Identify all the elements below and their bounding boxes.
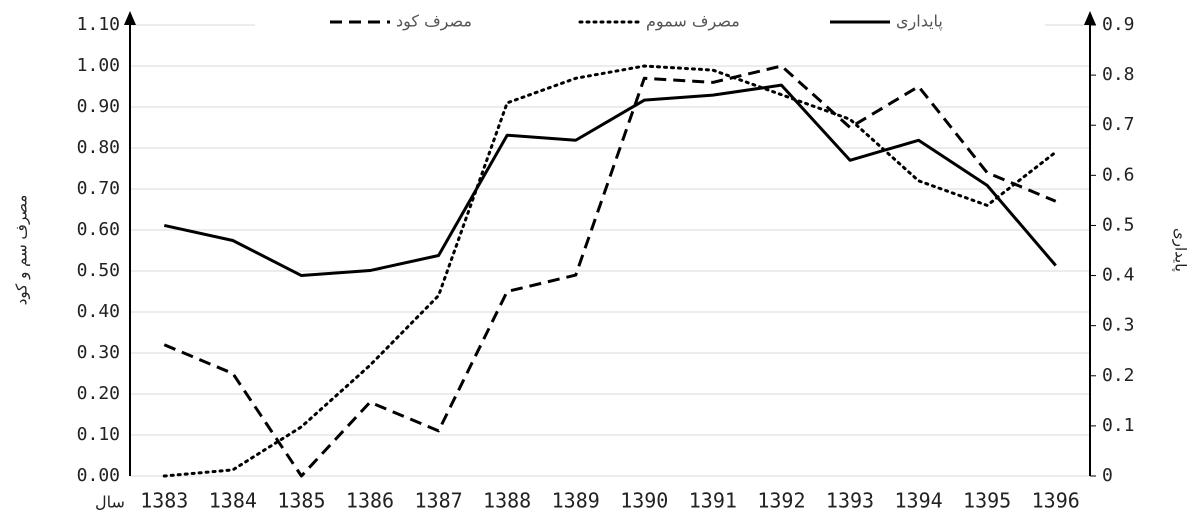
y2-tick-label: 0.6 [1102, 164, 1135, 185]
x-tick-label: 1394 [894, 489, 942, 513]
x-tick-label: 1385 [277, 489, 325, 513]
y-tick-label: 0.00 [77, 465, 120, 486]
legend-label: مصرف کود [396, 12, 472, 32]
y-tick-label: 0.80 [77, 137, 120, 158]
x-tick-label: 1383 [140, 489, 188, 513]
legend-bg [255, 8, 1045, 38]
y2-tick-label: 0.1 [1102, 415, 1135, 436]
y2-tick-label: 0 [1102, 465, 1113, 486]
x-tick-label: 1384 [209, 489, 257, 513]
legend-label: پایداری [896, 12, 943, 32]
y-tick-label: 0.40 [77, 301, 120, 322]
y2-tick-label: 0.7 [1102, 114, 1135, 135]
x-tick-label: 1391 [689, 489, 737, 513]
x-tick-label: 1387 [414, 489, 462, 513]
x-tick-label: 1396 [1032, 489, 1080, 513]
x-tick-label: 1392 [757, 489, 805, 513]
x-tick-label: 1388 [483, 489, 531, 513]
y-tick-label: 0.70 [77, 178, 120, 199]
x-tick-label: 1386 [346, 489, 394, 513]
legend-label: مصرف سموم [646, 12, 740, 32]
y2-tick-label: 0.3 [1102, 315, 1135, 336]
y-tick-label: 0.60 [77, 219, 120, 240]
axis-arrow [124, 11, 136, 25]
series-line [163, 64, 1057, 478]
y-tick-label: 1.10 [77, 14, 120, 35]
y2-axis-title: پایداری [1171, 228, 1190, 272]
x-tick-label: 1395 [963, 489, 1011, 513]
series-line [163, 83, 1057, 278]
y-tick-label: 0.90 [77, 96, 120, 117]
y-tick-label: 0.20 [77, 383, 120, 404]
y2-tick-label: 0.5 [1102, 214, 1135, 235]
y2-tick-label: 0.8 [1102, 64, 1135, 85]
x-axis-title: سال [95, 493, 125, 512]
x-tick-label: 1393 [826, 489, 874, 513]
y-axis-title: مصرف سم و کود [13, 195, 31, 306]
y-tick-label: 0.30 [77, 342, 120, 363]
y2-tick-label: 0.9 [1102, 14, 1135, 35]
axis-arrow [1084, 11, 1096, 25]
y2-tick-label: 0.4 [1102, 265, 1135, 286]
y-tick-label: 0.10 [77, 424, 120, 445]
x-tick-label: 1389 [552, 489, 600, 513]
y2-tick-label: 0.2 [1102, 365, 1135, 386]
series-line [162, 64, 1058, 478]
y-tick-label: 1.00 [77, 55, 120, 76]
x-tick-label: 1390 [620, 489, 668, 513]
y-tick-label: 0.50 [77, 260, 120, 281]
